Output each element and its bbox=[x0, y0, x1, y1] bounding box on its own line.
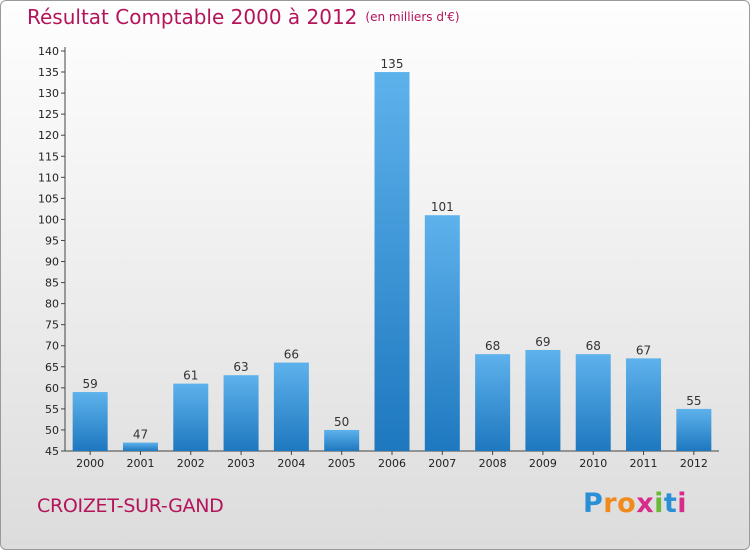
bar-2009 bbox=[525, 349, 561, 451]
x-tick-label-2001: 2001 bbox=[126, 457, 154, 470]
y-tick-label: 90 bbox=[45, 256, 59, 269]
data-label-2003: 63 bbox=[233, 360, 248, 374]
x-axis: 2000 2001 2002 2003 2004 2005 2006 2007 2008 2009… bbox=[65, 450, 719, 470]
y-tick-label: 110 bbox=[38, 171, 59, 184]
y-tick-label: 115 bbox=[38, 150, 59, 163]
data-label-2004: 66 bbox=[284, 348, 299, 362]
data-label-2006: 135 bbox=[381, 57, 404, 71]
x-tick-label-2010: 2010 bbox=[579, 457, 607, 470]
bar-2006 bbox=[374, 72, 410, 451]
bar-2011 bbox=[626, 358, 662, 451]
y-tick-label: 50 bbox=[45, 424, 59, 437]
chart-title: Résultat Comptable 2000 à 2012 (en millie… bbox=[27, 5, 460, 29]
data-label-2007: 101 bbox=[431, 200, 454, 214]
y-tick-label: 65 bbox=[45, 361, 59, 374]
logo-letter: o bbox=[617, 488, 637, 519]
data-label-2009: 69 bbox=[535, 335, 550, 349]
bar-2002 bbox=[173, 383, 209, 451]
data-label-2012: 55 bbox=[686, 394, 701, 408]
bar-2001 bbox=[122, 442, 158, 451]
bar-2008 bbox=[475, 354, 511, 451]
y-tick-label: 105 bbox=[38, 192, 59, 205]
y-tick-label: 80 bbox=[45, 298, 59, 311]
bar-2003 bbox=[223, 375, 259, 451]
data-label-2000: 59 bbox=[83, 377, 98, 391]
y-tick-label: 55 bbox=[45, 403, 59, 416]
data-label-2005: 50 bbox=[334, 415, 349, 429]
x-tick-label-2006: 2006 bbox=[378, 457, 406, 470]
y-tick-label: 140 bbox=[38, 45, 59, 58]
bar-2004 bbox=[273, 362, 309, 451]
bars: 59 47 61 63 66 50 135 101 68 69 68 67 55 bbox=[72, 57, 712, 451]
bar-2010 bbox=[575, 354, 611, 451]
x-tick-label-2011: 2011 bbox=[630, 457, 658, 470]
y-tick-label: 85 bbox=[45, 277, 59, 290]
logo-letter: r bbox=[603, 488, 618, 519]
y-tick-label: 95 bbox=[45, 234, 59, 247]
x-tick-label-2008: 2008 bbox=[479, 457, 507, 470]
x-tick-label-2002: 2002 bbox=[177, 457, 205, 470]
logo-letter: P bbox=[583, 488, 604, 519]
bar-2000 bbox=[72, 392, 108, 451]
data-label-2008: 68 bbox=[485, 339, 500, 353]
y-tick-label: 70 bbox=[45, 340, 59, 353]
x-tick-label-2005: 2005 bbox=[328, 457, 356, 470]
y-tick-label: 125 bbox=[38, 108, 59, 121]
y-tick-label: 75 bbox=[45, 319, 59, 332]
bar-2007 bbox=[424, 215, 460, 451]
y-tick-label: 45 bbox=[45, 445, 59, 458]
data-label-2001: 47 bbox=[133, 428, 148, 442]
y-tick-label: 100 bbox=[38, 213, 59, 226]
chart-unit-note: (en milliers d'€) bbox=[365, 10, 460, 24]
proxiti-logo: Proxiti bbox=[583, 488, 687, 519]
y-axis: 45 50 55 60 65 70 75 80 85 90 95 100 105 110 115 120 125… bbox=[38, 45, 66, 458]
y-tick-label: 135 bbox=[38, 66, 59, 79]
x-tick-label-2007: 2007 bbox=[428, 457, 456, 470]
city-name: CROIZET-SUR-GAND bbox=[37, 495, 224, 517]
y-tick-label: 120 bbox=[38, 129, 59, 142]
x-tick-label-2004: 2004 bbox=[277, 457, 305, 470]
y-tick-label: 60 bbox=[45, 382, 59, 395]
data-label-2002: 61 bbox=[183, 369, 198, 383]
data-label-2010: 68 bbox=[586, 339, 601, 353]
chart-title-text: Résultat Comptable 2000 à 2012 bbox=[27, 5, 358, 29]
logo-letter: t bbox=[663, 488, 678, 519]
bar-2012 bbox=[676, 408, 712, 451]
logo-letter: x bbox=[636, 488, 655, 519]
bar-2005 bbox=[324, 429, 360, 451]
x-tick-label-2003: 2003 bbox=[227, 457, 255, 470]
x-tick-label-2009: 2009 bbox=[529, 457, 557, 470]
logo-letter: i bbox=[677, 488, 688, 519]
data-label-2011: 67 bbox=[636, 343, 651, 357]
y-tick-label: 130 bbox=[38, 87, 59, 100]
x-tick-label-2000: 2000 bbox=[76, 457, 104, 470]
logo-letter: i bbox=[654, 488, 664, 519]
x-tick-label-2012: 2012 bbox=[680, 457, 708, 470]
